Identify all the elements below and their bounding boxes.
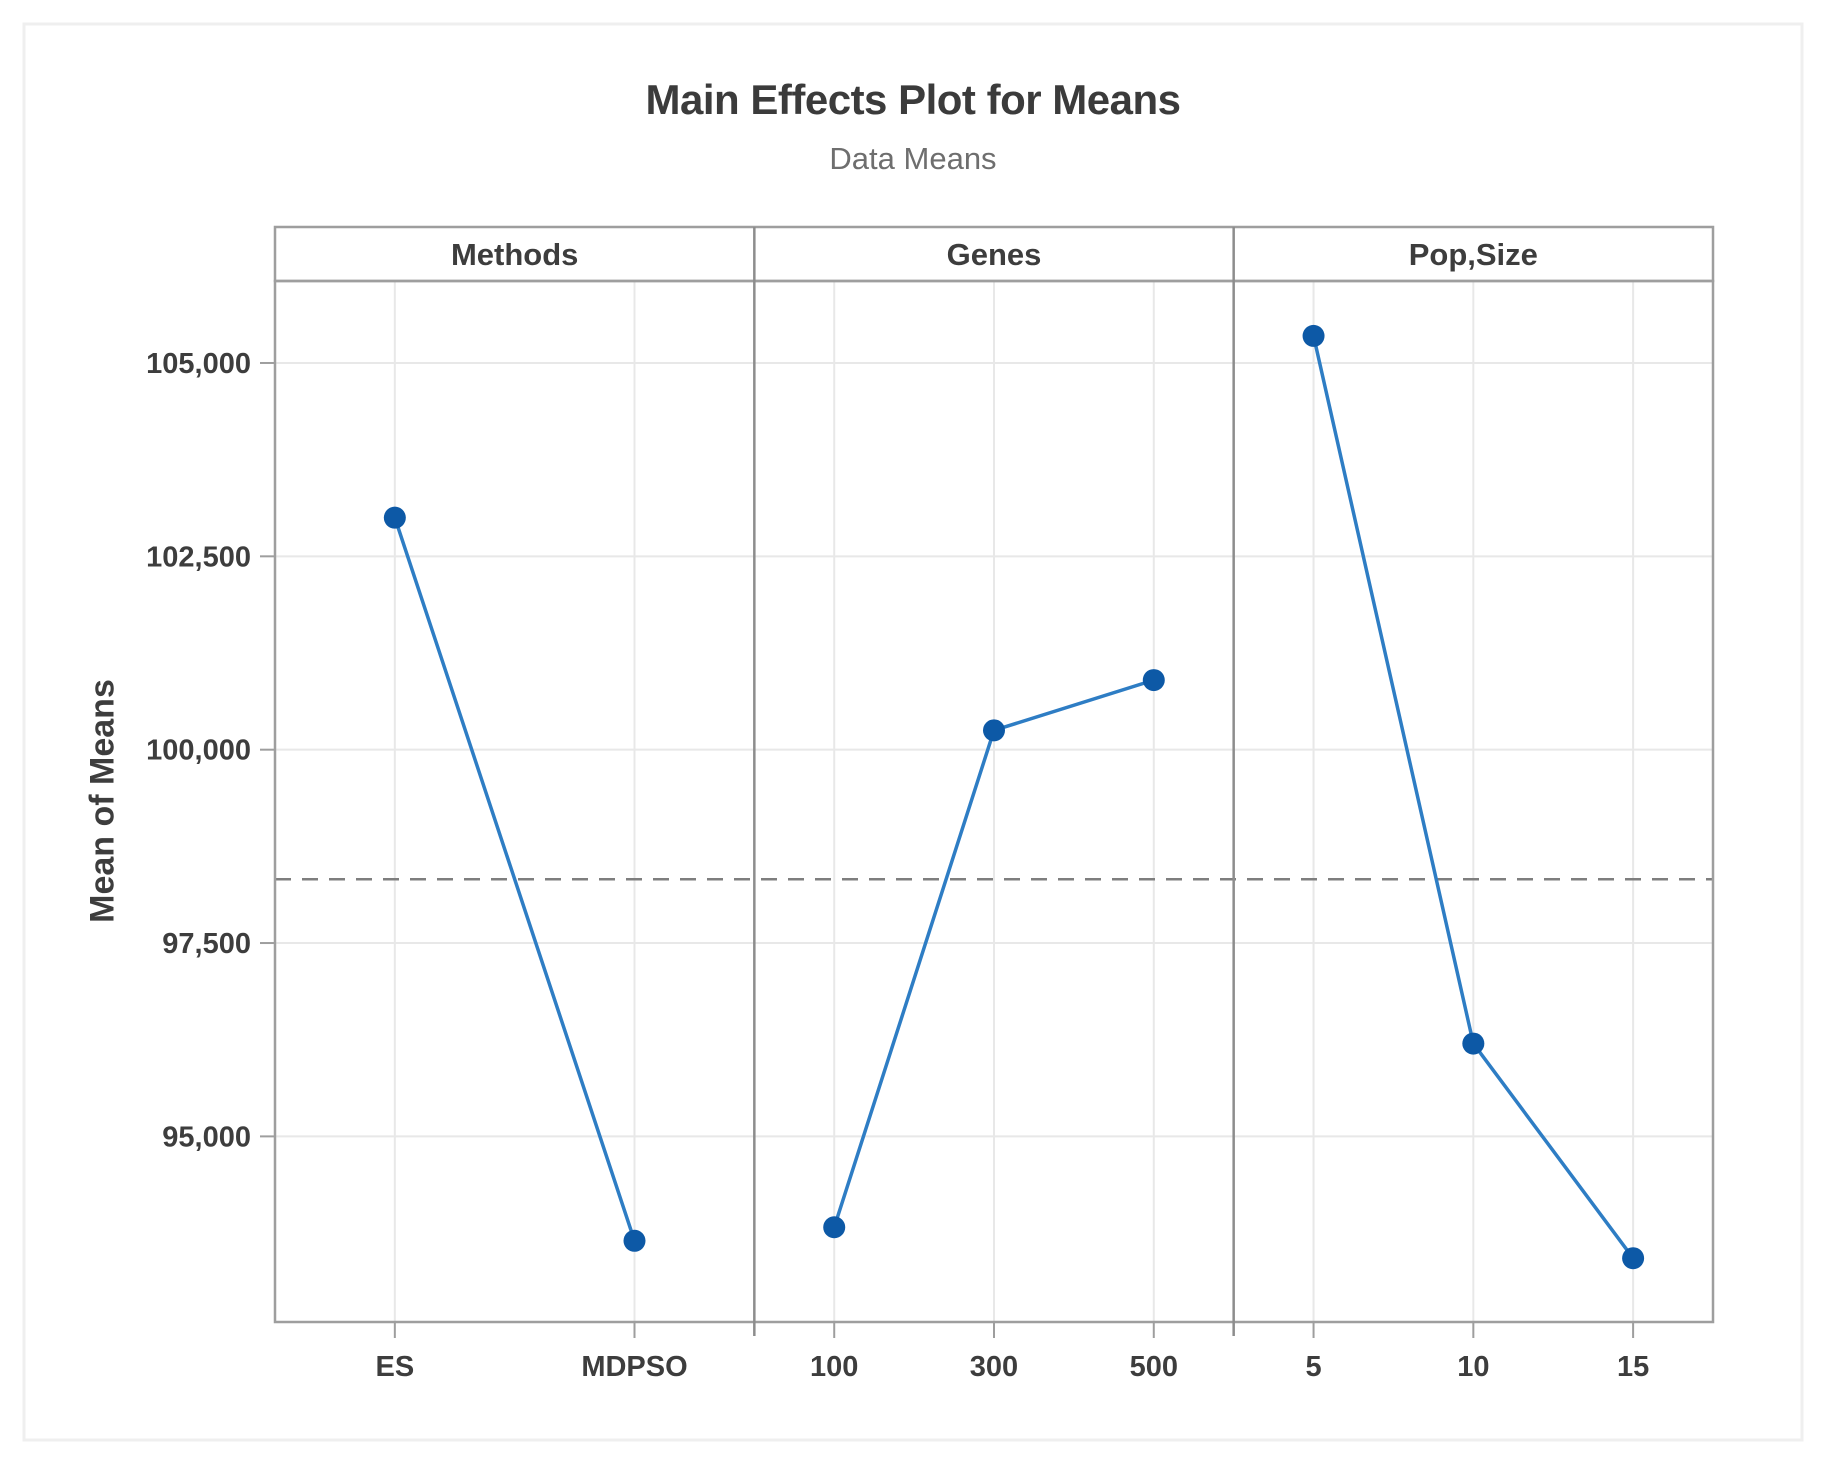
data-point-Methods-MDPSO <box>623 1229 646 1252</box>
data-point-Pop,Size-10 <box>1462 1032 1485 1055</box>
y-tick-label: 102,500 <box>146 541 251 573</box>
x-tick-label: 15 <box>1617 1351 1649 1383</box>
panel-header-label-Methods: Methods <box>451 237 578 272</box>
figure-border <box>22 22 1804 1442</box>
chart-subtitle: Data Means <box>829 141 997 176</box>
y-tick-label: 97,500 <box>162 928 251 960</box>
y-tick-label: 100,000 <box>146 735 251 767</box>
x-tick-label: 100 <box>810 1351 858 1383</box>
x-tick-label: 500 <box>1130 1351 1178 1383</box>
x-tick-label: ES <box>375 1351 414 1383</box>
panel-header-label-Pop,Size: Pop,Size <box>1409 237 1538 272</box>
y-tick-label: 105,000 <box>146 348 251 380</box>
plot-border <box>273 279 1715 1324</box>
data-point-Methods-ES <box>383 506 406 529</box>
y-tick-label: 95,000 <box>162 1121 251 1153</box>
x-tick-label: 10 <box>1457 1351 1489 1383</box>
x-tick-label: 5 <box>1305 1351 1321 1383</box>
data-point-Pop,Size-15 <box>1622 1247 1645 1270</box>
data-point-Genes-500 <box>1142 669 1165 692</box>
panel-header-label-Genes: Genes <box>947 237 1042 272</box>
chart-title: Main Effects Plot for Means <box>645 76 1181 123</box>
series-line-Methods <box>393 515 637 1243</box>
x-tick-label: MDPSO <box>581 1351 687 1383</box>
data-point-Genes-300 <box>983 719 1005 742</box>
data-point-Pop,Size-5 <box>1302 324 1325 347</box>
data-point-Genes-100 <box>823 1216 846 1239</box>
x-tick-label: 300 <box>970 1351 1018 1383</box>
